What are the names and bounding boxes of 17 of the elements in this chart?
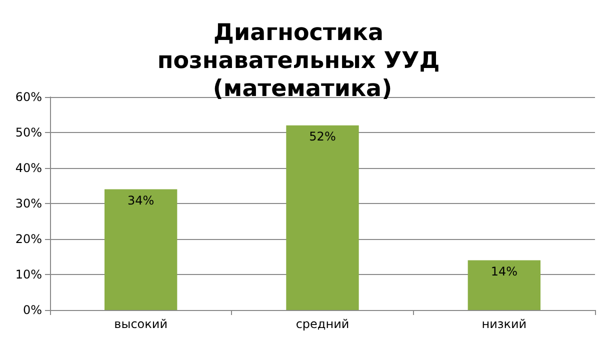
data-label: 34% bbox=[127, 193, 154, 208]
bar bbox=[286, 125, 359, 310]
y-tick-label: 20% bbox=[15, 232, 42, 246]
bar bbox=[468, 260, 540, 310]
x-tick-label: средний bbox=[296, 317, 350, 331]
x-tick-label: высокий bbox=[114, 317, 168, 331]
bar bbox=[104, 189, 178, 310]
data-label: 14% bbox=[490, 264, 518, 278]
y-tick-label: 10% bbox=[15, 268, 42, 282]
data-label: 52% bbox=[309, 129, 336, 144]
y-tick-label: 40% bbox=[15, 161, 42, 175]
chart-title: Диагностика познавательных УУД (математика) bbox=[157, 20, 448, 102]
y-tick-label: 50% bbox=[15, 126, 42, 140]
y-tick-label: 0% bbox=[22, 303, 42, 317]
x-tick-label: низкий bbox=[482, 317, 527, 331]
y-tick-label: 30% bbox=[15, 196, 42, 210]
y-tick-label: 60% bbox=[15, 90, 42, 104]
